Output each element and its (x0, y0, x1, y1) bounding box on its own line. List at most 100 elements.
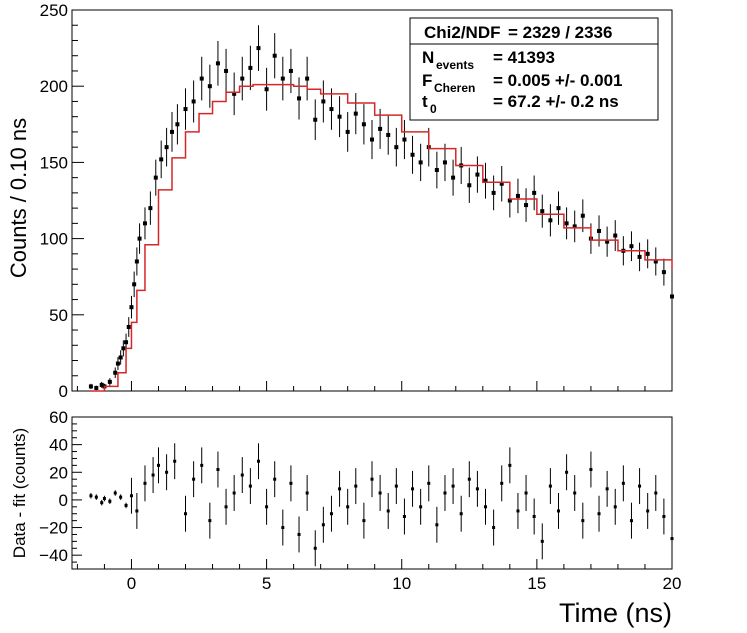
top-data-point (305, 76, 310, 81)
top-data-point (159, 157, 164, 162)
legend-fcheren-label: F (422, 71, 432, 90)
top-data-point (153, 175, 158, 180)
top-data-point (605, 239, 610, 244)
legend-fcheren-value: = 0.005 +/- 0.001 (493, 71, 623, 90)
top-data-point (580, 213, 585, 218)
residual-point (329, 512, 333, 516)
residual-point (100, 501, 104, 505)
top-data-point (164, 145, 169, 150)
top-data-point (264, 87, 269, 92)
residual-point (532, 514, 536, 518)
top-data-point (661, 270, 666, 275)
residual-point (346, 505, 350, 509)
top-y-tick-label-2: 100 (40, 230, 68, 249)
bottom-y-tick-label-0: −40 (39, 546, 68, 565)
top-y-tick-label-1: 50 (49, 306, 68, 325)
residual-point (370, 477, 374, 481)
top-y-axis-label: Counts / 0.10 ns (6, 118, 31, 278)
top-data-point (645, 251, 650, 256)
top-data-point (353, 111, 358, 116)
residual-points (89, 443, 674, 567)
bottom-x-tick-label-4: 20 (663, 574, 682, 593)
top-data-point (94, 385, 99, 390)
fit-legend: Chi2/NDF = 2329 / 2336 N events = 41393 … (409, 17, 659, 121)
top-data-point (402, 137, 407, 142)
top-y-tick-label-5: 250 (40, 1, 68, 20)
residual-point (573, 491, 577, 495)
residual-point (475, 487, 479, 491)
top-data-point (88, 384, 93, 389)
residual-point (386, 509, 390, 513)
top-data-point (142, 221, 147, 226)
top-data-point (499, 181, 504, 186)
residual-point (427, 481, 431, 485)
residual-point (654, 491, 658, 495)
top-data-point (134, 259, 139, 264)
residual-point (102, 497, 106, 501)
top-data-point (386, 132, 391, 137)
residual-point (411, 487, 415, 491)
bottom-y-tick-label-3: 20 (49, 463, 68, 482)
top-data-point (467, 183, 472, 188)
top-data-point (597, 228, 602, 233)
top-data-point (272, 53, 277, 58)
top-data-point (288, 68, 293, 73)
residual-point (265, 505, 269, 509)
legend-nevents-value: = 41393 (493, 48, 555, 67)
residual-point (524, 491, 528, 495)
residual-point (208, 519, 212, 523)
top-data-point (207, 84, 212, 89)
top-data-point (394, 145, 399, 150)
top-data-point (107, 379, 112, 384)
bottom-y-axis: −40 −20 0 20 40 60 (39, 408, 82, 570)
bottom-x-tick-label-2: 10 (392, 574, 411, 593)
bottom-y-axis-label: Data - fit (counts) (10, 428, 29, 558)
top-data-point (442, 160, 447, 165)
residual-point (597, 512, 601, 516)
bottom-x-tick-label-1: 5 (262, 574, 271, 593)
top-data-point (137, 236, 142, 241)
top-data-point (321, 99, 326, 104)
top-data-point (115, 361, 120, 366)
residual-point (89, 494, 93, 498)
top-data-point (232, 91, 237, 96)
top-data-point (670, 294, 674, 299)
residual-point (124, 503, 128, 507)
top-data-point (329, 107, 334, 112)
residual-point (135, 509, 139, 513)
top-data-point (337, 114, 342, 119)
residual-point (467, 477, 471, 481)
residual-point (443, 491, 447, 495)
top-data-point (434, 168, 439, 173)
residual-point (338, 487, 342, 491)
top-data-point (532, 190, 537, 195)
top-data-point (418, 160, 423, 165)
top-data-point (483, 178, 488, 183)
residual-point (119, 495, 123, 499)
top-data-point (451, 175, 456, 180)
top-data-point (548, 218, 553, 223)
top-data-point (345, 129, 350, 134)
residual-point (540, 539, 544, 543)
residual-point (646, 509, 650, 513)
top-data-point (653, 259, 658, 264)
top-data-point (515, 193, 520, 198)
top-data-point (370, 137, 374, 142)
legend-box (409, 17, 659, 121)
top-data-point (491, 190, 496, 195)
legend-fcheren-sub: Cheren (434, 81, 475, 95)
top-data-point (572, 224, 577, 229)
fit-curve (90, 83, 673, 392)
residual-point (173, 459, 177, 463)
legend-nevents-sub: events (436, 58, 474, 72)
top-y-tick-label-4: 200 (40, 77, 68, 96)
top-data-point (121, 346, 126, 351)
top-data-point (170, 129, 174, 134)
residual-point (129, 494, 133, 498)
residual-point (451, 484, 455, 488)
residual-point (362, 519, 366, 523)
top-data-point (248, 65, 253, 70)
residual-point (248, 484, 252, 488)
top-data-point (240, 76, 245, 81)
top-data-point (313, 117, 318, 122)
